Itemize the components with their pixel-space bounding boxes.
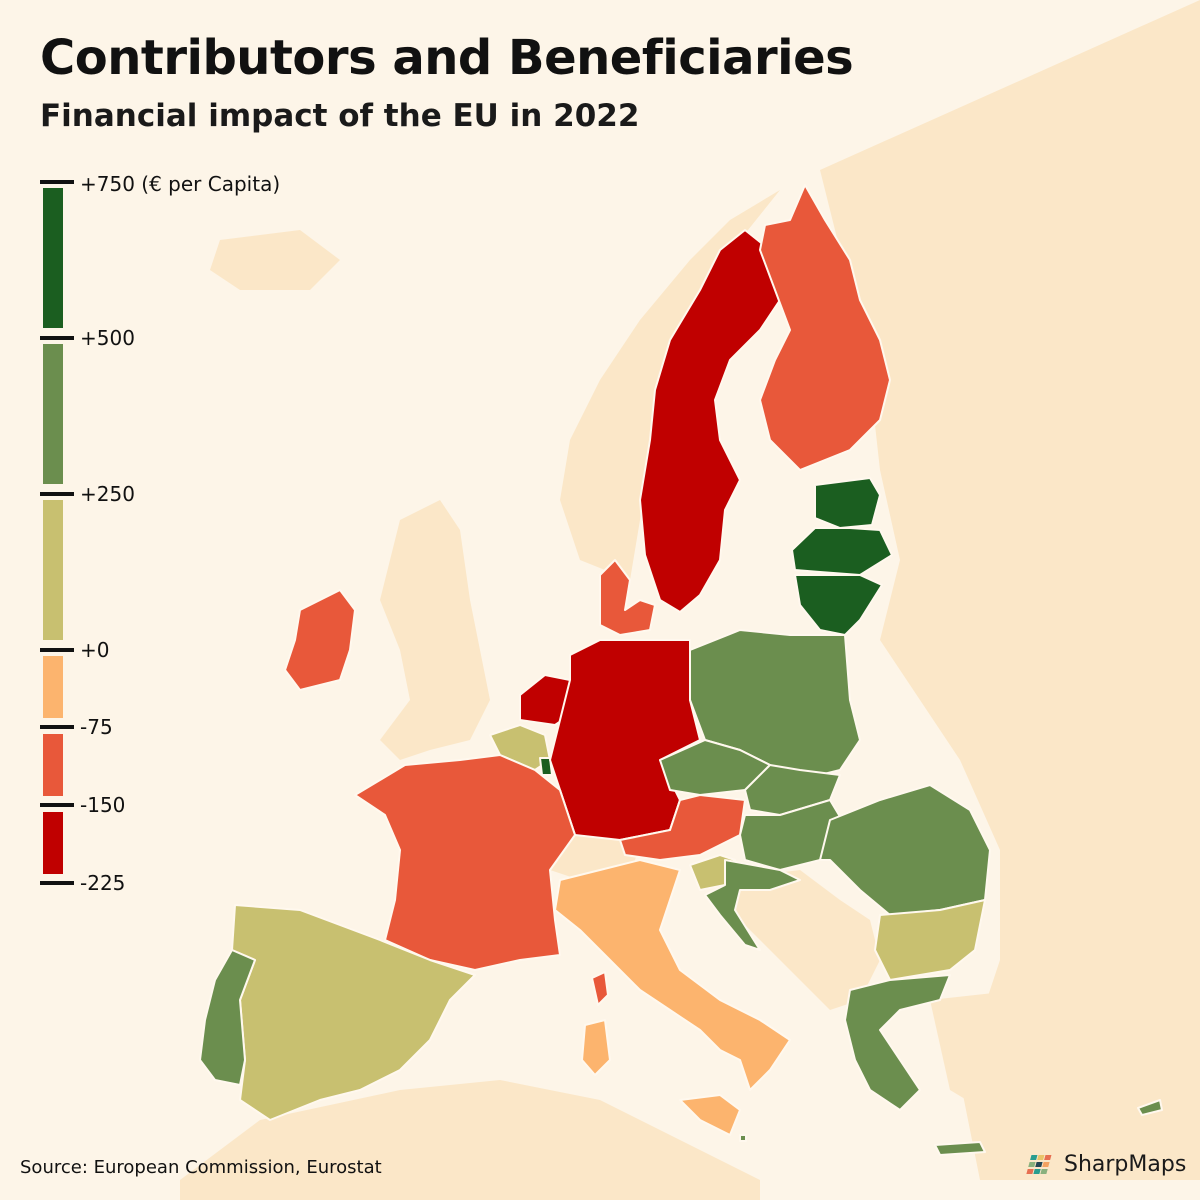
country-denmark [599, 559, 656, 636]
brand-logo: SharpMaps [1026, 1152, 1186, 1177]
legend-scale [40, 180, 74, 885]
land-east-europe [820, 0, 1200, 1180]
country-italy [554, 859, 791, 1091]
country-sicily [679, 1094, 741, 1136]
country-sardinia [581, 1019, 611, 1076]
non-eu-land [180, 0, 1200, 1200]
source-note: Source: European Commission, Eurostat [20, 1157, 382, 1178]
country-latvia [791, 527, 893, 576]
legend-tick-minus75 [40, 725, 74, 729]
land-africa [180, 1080, 760, 1200]
country-luxembourg [539, 757, 553, 776]
page-title: Contributors and Beneficiaries [40, 30, 854, 86]
legend-bin-500-750 [43, 188, 63, 328]
sharpmaps-logo-icon [1026, 1154, 1052, 1174]
land-iceland [210, 230, 340, 290]
land-norway [560, 190, 780, 580]
country-croatia [704, 859, 801, 951]
legend-bin-0-250 [43, 500, 63, 640]
legend-tick-minus150 [40, 803, 74, 807]
country-lithuania [794, 574, 883, 636]
legend-bin-250-500 [43, 344, 63, 484]
country-estonia [814, 477, 881, 529]
legend-label-500: +500 [80, 326, 135, 350]
country-france [354, 754, 576, 971]
country-portugal [199, 949, 256, 1086]
land-balkans [720, 870, 880, 1010]
country-cyprus [1137, 1099, 1163, 1116]
country-bulgaria [874, 899, 986, 981]
country-sweden [639, 229, 781, 613]
country-slovakia [744, 764, 841, 816]
legend-tick-marks [40, 180, 74, 885]
country-ireland [284, 589, 356, 691]
legend-label-minus150: -150 [80, 793, 126, 817]
legend-bin-minus225-minus150 [43, 812, 63, 874]
country-austria [619, 794, 746, 861]
country-finland [759, 184, 891, 471]
country-corsica [591, 971, 609, 1006]
legend-bin-minus75-0 [43, 656, 63, 718]
legend-bin-minus150-minus75 [43, 734, 63, 796]
country-greece [844, 974, 951, 1111]
page-subtitle: Financial impact of the EU in 2022 [40, 98, 640, 134]
legend-tick-750 [40, 180, 74, 184]
legend-label-250: +250 [80, 482, 135, 506]
legend-label-0: +0 [80, 638, 110, 662]
land-turkey [930, 970, 1200, 1130]
legend-tick-250 [40, 492, 74, 496]
country-crete [934, 1141, 986, 1156]
legend-label-minus225: -225 [80, 871, 126, 895]
brand-name: SharpMaps [1064, 1152, 1187, 1177]
country-malta [739, 1134, 747, 1142]
legend-tick-500 [40, 336, 74, 340]
land-great-britain [380, 500, 490, 760]
legend-label-750: +750 (€ per Capita) [80, 172, 281, 196]
legend-tick-minus225 [40, 881, 74, 885]
legend-label-minus75: -75 [80, 715, 113, 739]
legend-tick-0 [40, 648, 74, 652]
country-romania [819, 784, 991, 916]
eu-countries [199, 184, 1163, 1156]
